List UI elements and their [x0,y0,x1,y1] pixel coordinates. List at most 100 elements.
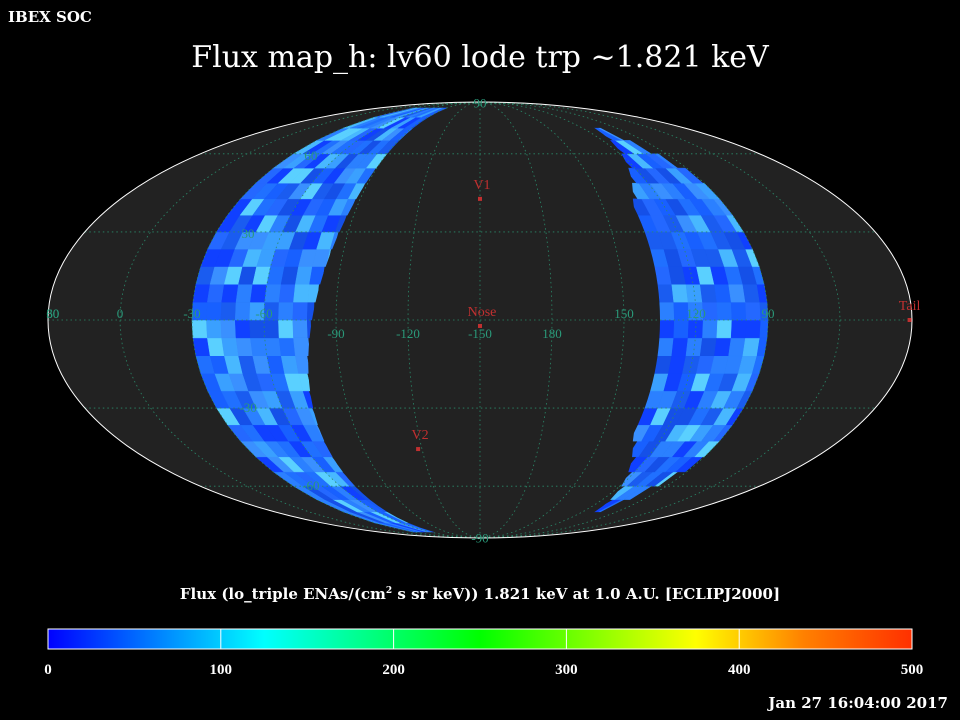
meridian-line [479,101,841,539]
org-label: IBEX SOC [8,8,92,26]
flux-pixel [207,337,225,357]
longitude-label: -120 [396,326,420,341]
marker-point [416,447,421,452]
flux-pixel [220,319,237,339]
flux-pixel [730,319,747,339]
latitude-label: 60 [304,148,317,163]
flux-pixel [659,319,675,339]
flux-pixel [293,283,310,303]
latitude-label: 90 [474,95,487,110]
colorbar-title-sup: 2 [385,586,393,596]
flux-pixel [250,337,268,357]
longitude-label: -60 [255,306,272,321]
colorbar-title-post: s sr keV)) 1.821 keV at 1.0 A.U. [ECLIPJ… [392,585,781,603]
longitude-label: 60 [46,306,59,321]
longitude-label: 0 [117,306,124,321]
flux-pixel [714,337,732,357]
latitude-label: -90 [471,531,488,546]
flux-pixel [221,283,239,303]
colorbar [47,628,913,650]
longitude-label: -90 [327,326,344,341]
flux-pixel [671,337,689,357]
flux-pixel [702,319,718,339]
flux-pixel [657,283,675,303]
flux-pixel [278,283,296,303]
longitude-label: 150 [614,306,634,321]
flux-pixel [263,319,280,339]
colorbar-tick-label: 300 [555,662,578,678]
longitude-label: 90 [762,306,775,321]
marker-point [478,323,482,328]
flux-pixel [235,337,254,357]
flux-pixel [685,337,703,357]
meridian-line [479,101,625,539]
flux-pixel [716,319,733,339]
flux-pixel [278,337,296,357]
meridian-line [119,101,481,539]
latitude-label: -60 [302,478,319,493]
longitude-label: -30 [183,306,200,321]
flux-pixel [716,301,733,321]
flux-pixel [278,301,294,321]
flux-pixel [234,319,251,339]
colorbar-title-pre: Flux (lo_triple ENAs/(cm [179,585,386,603]
flux-pixel [657,337,675,357]
no-data-wedge [308,102,660,538]
flux-pixel [220,301,237,321]
map-title: Flux map_h: lv60 lode trp ~1.821 keV [191,40,769,75]
marker-label: Nose [468,305,497,320]
flux-pixel [730,301,747,321]
flux-pixel [745,301,762,321]
latitude-label: -30 [239,400,256,415]
colorbar-title: Flux (lo_triple ENAs/(cm2 s sr keV)) 1.8… [0,585,960,603]
colorbar-tick-label: 0 [44,662,52,678]
flux-pixel [264,283,282,303]
flux-pixel [191,319,208,339]
flux-pixel [292,301,309,321]
marker-label: V2 [412,428,429,443]
flux-pixel [292,319,309,339]
flux-pixel [249,319,265,339]
flux-pixel [234,301,251,321]
longitude-label: -150 [468,326,492,341]
flux-pixel [235,283,254,303]
timestamp: Jan 27 16:04:00 2017 [768,694,948,712]
flux-pixel [714,283,732,303]
flux-pixel [293,337,310,357]
flux-pixel [759,319,769,339]
flux-pixel [659,301,675,321]
map-outline [47,101,913,539]
colorbar-tick-label: 400 [728,662,751,678]
flux-pixel-layer [191,107,769,533]
marker-label: Tail [899,299,921,314]
longitude-label: 180 [542,326,562,341]
flux-pixel [207,283,225,303]
marker-label: V1 [473,178,490,193]
flux-pixel [598,127,625,141]
latitude-label: 30 [242,226,255,241]
flux-pixel [250,283,268,303]
colorbar-tick-label: 200 [382,662,405,678]
flux-pixel [206,301,222,321]
flux-pixel [264,337,282,357]
flux-pixel [675,167,704,184]
flux-pixel [654,153,679,169]
flux-pixel [699,283,718,303]
flux-pixel [206,319,222,339]
marker-point [907,318,912,322]
flux-pixel [745,319,762,339]
graticule [48,101,912,539]
colorbar-tick-label: 100 [210,662,233,678]
flux-pixel [685,283,703,303]
meridian-line [407,101,481,539]
colorbar-tick-label: 500 [901,662,924,678]
flux-pixel [673,319,690,339]
flux-pixel [221,337,239,357]
marker-point [478,196,482,201]
flux-pixel [278,319,294,339]
meridian-line [335,101,481,539]
longitude-label: 30 [46,306,59,321]
flux-pixel [671,283,689,303]
longitude-label: 120 [686,306,706,321]
